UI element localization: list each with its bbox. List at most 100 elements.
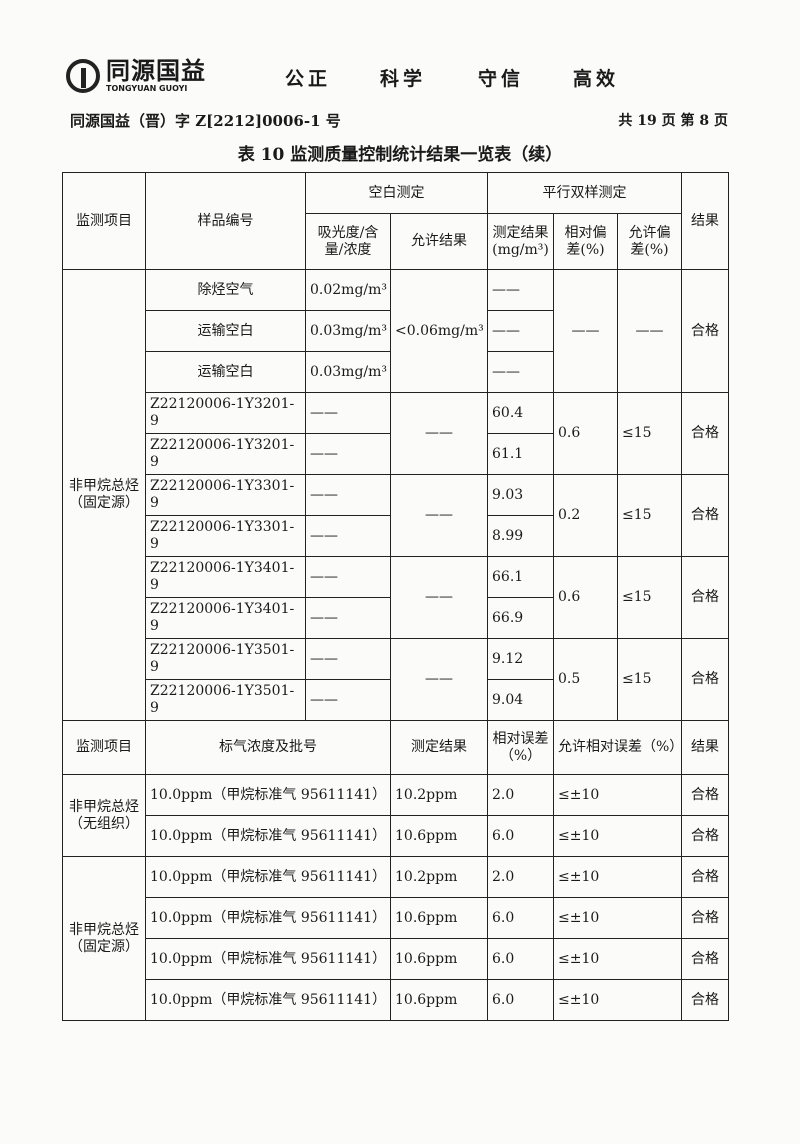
measured-cell: 10.6ppm: [390, 979, 488, 1021]
logo-cn: 同源国益: [106, 57, 206, 85]
table-title: 表 10 监测质量控制统计结果一览表（续）: [237, 145, 563, 165]
motto-2: 科学: [380, 68, 427, 90]
sample-cell: Z22120006-1Y3201-9: [145, 392, 306, 434]
sample-cell: 运输空白: [145, 310, 306, 352]
lower-header-measured: 测定结果: [390, 720, 488, 775]
sample-cell: Z22120006-1Y3201-9: [145, 433, 306, 475]
sample-cell: Z22120006-1Y3501-9: [145, 679, 306, 721]
allow-err-cell: ≤±10: [553, 897, 682, 939]
rel-err-cell: 6.0: [487, 815, 554, 857]
result-cell: 合格: [681, 474, 729, 557]
allow-dev-cell: ≤15: [617, 638, 682, 721]
measured-cell: 8.99: [487, 515, 554, 557]
result-cell: 合格: [681, 638, 729, 721]
allow-dev-cell: ≤15: [617, 392, 682, 475]
sample-cell: Z22120006-1Y3301-9: [145, 515, 306, 557]
document-number: 同源国益（晋）字 Z[2212]0006-1 号: [70, 112, 341, 130]
lower-item-cell: 非甲烷总烃（固定源）: [62, 856, 146, 1021]
measured-cell: 61.1: [487, 433, 554, 475]
sample-cell: Z22120006-1Y3401-9: [145, 556, 306, 598]
sample-cell: 运输空白: [145, 351, 306, 393]
std-cell: 10.0ppm（甲烷标准气 95611141）: [145, 815, 391, 857]
allow-dev-cell: ≤15: [617, 556, 682, 639]
measured-cell: ——: [487, 310, 554, 352]
rel-err-cell: 2.0: [487, 774, 554, 816]
rel-err-cell: 6.0: [487, 979, 554, 1021]
rel-dev-cell: ——: [553, 269, 618, 393]
allow-err-cell: ≤±10: [553, 856, 682, 898]
header-blank: 空白测定: [305, 172, 488, 214]
logo-icon: [66, 59, 100, 93]
header-allowed: 允许结果: [390, 213, 488, 270]
allow-err-cell: ≤±10: [553, 938, 682, 980]
result-cell: 合格: [681, 938, 729, 980]
value-cell: ——: [305, 556, 391, 598]
allowed-cell: ——: [390, 392, 488, 475]
sample-cell: Z22120006-1Y3401-9: [145, 597, 306, 639]
measured-cell: 60.4: [487, 392, 554, 434]
value-cell: ——: [305, 474, 391, 516]
measured-cell: 9.04: [487, 679, 554, 721]
sample-cell: Z22120006-1Y3301-9: [145, 474, 306, 516]
lower-header-std: 标气浓度及批号: [145, 720, 391, 775]
lower-header-rel-err: 相对误差（%）: [487, 720, 554, 775]
measured-cell: ——: [487, 269, 554, 311]
value-cell: ——: [305, 392, 391, 434]
result-cell: 合格: [681, 856, 729, 898]
rel-err-cell: 6.0: [487, 897, 554, 939]
measured-cell: 10.6ppm: [390, 815, 488, 857]
result-cell: 合格: [681, 979, 729, 1021]
std-cell: 10.0ppm（甲烷标准气 95611141）: [145, 774, 391, 816]
allowed-cell: ——: [390, 474, 488, 557]
motto-4: 高效: [573, 68, 620, 90]
value-cell: 0.03mg/m³: [305, 351, 391, 393]
lower-item-cell: 非甲烷总烃（无组织）: [62, 774, 146, 857]
rel-err-cell: 2.0: [487, 856, 554, 898]
measured-cell: 66.9: [487, 597, 554, 639]
motto-1: 公正: [285, 68, 332, 90]
measured-cell: 10.2ppm: [390, 856, 488, 898]
value-cell: ——: [305, 433, 391, 475]
header-rel-dev: 相对偏差(%): [553, 213, 618, 270]
sample-cell: Z22120006-1Y3501-9: [145, 638, 306, 680]
value-cell: ——: [305, 679, 391, 721]
header-measured: 测定结果(mg/m³): [487, 213, 554, 270]
allow-err-cell: ≤±10: [553, 774, 682, 816]
allowed-cell: ——: [390, 556, 488, 639]
lower-header-allow-err: 允许相对误差（%）: [553, 720, 683, 775]
std-cell: 10.0ppm（甲烷标准气 95611141）: [145, 938, 391, 980]
header-absorbance: 吸光度/含量/浓度: [305, 213, 391, 270]
value-cell: 0.02mg/m³: [305, 269, 391, 311]
result-cell: 合格: [681, 815, 729, 857]
allowed-cell: ——: [390, 638, 488, 721]
measured-cell: 66.1: [487, 556, 554, 598]
rel-dev-cell: 0.5: [553, 638, 618, 721]
allow-dev-cell: ≤15: [617, 474, 682, 557]
allowed-cell: <0.06mg/m³: [390, 269, 488, 393]
rel-err-cell: 6.0: [487, 938, 554, 980]
qc-table: 监测项目 样品编号 空白测定 平行双样测定 结果 吸光度/含量/浓度 允许结果 测定结果(mg…: [62, 172, 729, 1021]
std-cell: 10.0ppm（甲烷标准气 95611141）: [145, 897, 391, 939]
measured-cell: 10.2ppm: [390, 774, 488, 816]
result-cell: 合格: [681, 897, 729, 939]
item-cell: 非甲烷总烃（固定源）: [62, 269, 146, 721]
rel-dev-cell: 0.2: [553, 474, 618, 557]
allow-err-cell: ≤±10: [553, 815, 682, 857]
result-cell: 合格: [681, 392, 729, 475]
measured-cell: 10.6ppm: [390, 897, 488, 939]
value-cell: ——: [305, 597, 391, 639]
header-parallel: 平行双样测定: [487, 172, 682, 214]
page-info: 共 19 页 第 8 页: [618, 113, 728, 129]
value-cell: ——: [305, 515, 391, 557]
std-cell: 10.0ppm（甲烷标准气 95611141）: [145, 979, 391, 1021]
result-cell: 合格: [681, 269, 729, 393]
header-sample: 样品编号: [145, 172, 306, 270]
measured-cell: 9.03: [487, 474, 554, 516]
motto-3: 守信: [478, 68, 525, 90]
measured-cell: 9.12: [487, 638, 554, 680]
allow-err-cell: ≤±10: [553, 979, 682, 1021]
lower-header-result: 结果: [681, 720, 729, 775]
result-cell: 合格: [681, 774, 729, 816]
header-result: 结果: [681, 172, 729, 270]
